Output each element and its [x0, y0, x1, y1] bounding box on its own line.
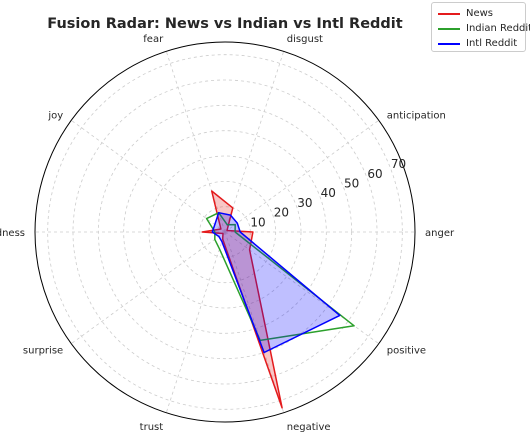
spoke-gridline: [165, 231, 226, 413]
legend-item-indian-reddit: Indian Reddit: [438, 21, 530, 36]
legend-item-intl-reddit: Intl Reddit: [438, 36, 517, 51]
category-label-anticipation: anticipation: [387, 110, 446, 121]
legend-swatch-indian-reddit: [438, 27, 460, 30]
radial-tick-label: 60: [367, 167, 382, 181]
spoke-gridline: [224, 51, 285, 233]
spoke-gridline: [165, 51, 226, 233]
radial-tick-label: 50: [344, 177, 359, 191]
legend-swatch-intl-reddit: [438, 42, 460, 45]
category-label-surprise: surprise: [23, 346, 63, 357]
category-label-trust: trust: [140, 422, 164, 432]
radial-gridline: [123, 130, 327, 334]
radar-series: [201, 190, 355, 409]
legend: News Indian Reddit Intl Reddit: [431, 2, 530, 52]
spoke-gridline: [224, 119, 379, 233]
radial-gridline: [47, 54, 403, 410]
category-label-joy: joy: [47, 110, 63, 121]
category-label-positive: positive: [387, 346, 426, 357]
spoke-gridline: [71, 231, 226, 345]
legend-swatch-news: [438, 12, 460, 15]
category-label-anger: anger: [425, 228, 455, 239]
legend-label: News: [466, 8, 494, 19]
polar-frame: [34, 41, 416, 423]
radial-tick-label: 40: [321, 186, 336, 200]
radar-labels: 10 20 30 40 50 60 70 anger anticipation disgust fe…: [0, 34, 455, 432]
legend-item-news: News: [438, 6, 493, 21]
radial-tick-label: 10: [250, 215, 265, 229]
spoke-gridline: [71, 119, 226, 233]
radial-tick-label: 20: [274, 206, 289, 220]
legend-label: Intl Reddit: [466, 38, 518, 49]
legend-label: Indian Reddit: [466, 23, 530, 34]
radial-tick-label: 30: [297, 196, 312, 210]
series-fill-intl-reddit: [212, 212, 340, 353]
radial-tick-label: 70: [391, 157, 406, 171]
category-label-disgust: disgust: [287, 34, 323, 45]
series-line-intl-reddit: [211, 211, 341, 354]
category-label-negative: negative: [287, 422, 331, 432]
radial-gridline: [148, 155, 302, 309]
chart-title: Fusion Radar: News vs Indian vs Intl Red…: [47, 16, 402, 32]
category-label-fear: fear: [143, 34, 164, 45]
series-line-indian-reddit: [205, 211, 355, 342]
category-label-sadness: sadness: [0, 228, 25, 239]
